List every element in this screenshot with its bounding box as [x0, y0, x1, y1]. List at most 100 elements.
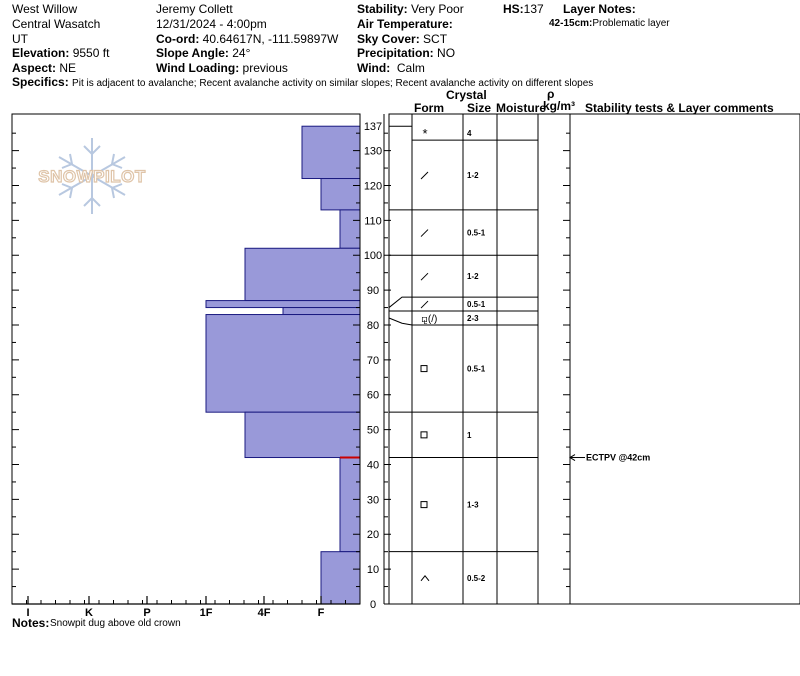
layer-size-label: 0.5-1: [467, 300, 486, 309]
density-unit-header: kg/m³: [543, 99, 576, 113]
wind-row: Wind: Calm: [357, 61, 425, 75]
slope-label: Slope Angle:: [156, 46, 229, 60]
specifics-row: Specifics: Pit is adjacent to avalanche;…: [12, 75, 593, 90]
hs-row: HS:137: [503, 2, 544, 16]
layer-size-label: 0.5-1: [467, 229, 486, 238]
sky-cover-label: Sky Cover:: [357, 32, 420, 46]
faceted-rounded-icon: [420, 272, 429, 281]
wind-value: Calm: [396, 61, 425, 75]
hardness-bar: [301, 125, 361, 180]
layer-note-text: Problematic layer: [592, 18, 670, 29]
stability-tests-header: Stability tests & Layer comments: [585, 101, 774, 115]
wind-label: Wind:: [357, 61, 391, 75]
hs-value: 137: [523, 2, 544, 16]
stability-value: Very Poor: [411, 2, 464, 16]
y-tick-label: 90: [367, 285, 379, 297]
y-tick-label: 10: [367, 564, 379, 576]
hardness-bar: [205, 300, 361, 309]
faceted-crystal-icon: [420, 365, 428, 373]
coord-value: 40.64617N, -111.59897W: [202, 32, 339, 46]
sky-cover-value: SCT: [423, 32, 448, 46]
hs-label: HS:: [503, 2, 524, 16]
faceted-crystal-icon: [420, 501, 428, 509]
layer-note-range: 42-15cm:: [549, 18, 593, 29]
y-tick-label: 60: [367, 390, 379, 402]
moisture-header: Moisture: [496, 101, 547, 115]
surface-hoar-icon: ⚼(/): [421, 314, 437, 325]
elevation-label: Elevation:: [12, 46, 70, 60]
x-tick-label: 4F: [258, 607, 271, 619]
coord-label: Co-ord:: [156, 32, 200, 46]
observation-datetime: 12/31/2024 - 4:00pm: [156, 17, 267, 31]
stability-test-label: ECTPV @42cm: [586, 453, 650, 463]
hardness-bar: [282, 307, 361, 316]
layer-table-frame: [388, 113, 800, 605]
y-tick-label: 30: [367, 494, 379, 506]
x-tick-label: 1F: [200, 607, 213, 619]
size-header: Size: [467, 101, 492, 115]
wind-loading-value: previous: [242, 61, 288, 75]
y-tick-label: 80: [367, 320, 379, 332]
notes-text: Snowpit dug above old crown: [50, 618, 181, 629]
layer-size-label: 1-2: [467, 171, 479, 180]
y-tick-label: 110: [364, 215, 382, 227]
layer-notes-label: Layer Notes:: [563, 2, 636, 16]
hardness-bar: [320, 551, 361, 605]
specifics-label: Specifics:: [12, 75, 69, 89]
y-tick-label: 40: [367, 459, 379, 471]
logo-text: SNOWPILOT: [38, 167, 146, 186]
layer-size-label: 1-3: [467, 501, 479, 510]
faceted-rounded-icon: [420, 229, 429, 237]
air-temperature-label: Air Temperature:: [357, 17, 453, 31]
layer-size-label: 1: [467, 431, 472, 440]
precipitation-row: Precipitation: NO: [357, 46, 455, 60]
hardness-bar: [244, 247, 361, 302]
hardness-bar: [339, 457, 361, 553]
snowflake-icon: [58, 138, 126, 214]
faceted-rounded-icon: [420, 300, 429, 309]
y-tick-label: 20: [367, 529, 379, 541]
stability-row: Stability: Very Poor: [357, 2, 464, 16]
layer-connector: [388, 317, 413, 326]
faceted-crystal-icon: [420, 431, 428, 439]
coord-row: Co-ord: 40.64617N, -111.59897W: [156, 32, 338, 46]
snowpilot-logo: SNOWPILOT: [38, 138, 146, 214]
arrow-head-icon: [569, 454, 576, 461]
layer-size-label: 1-2: [467, 272, 479, 281]
layer-size-label: 2-3: [467, 314, 479, 323]
range-name: Central Wasatch: [12, 17, 101, 31]
precipitation-value: NO: [437, 46, 456, 60]
y-tick-label: 120: [364, 180, 382, 192]
new-snow-icon: *: [422, 126, 427, 141]
layer-note: 42-15cm:Problematic layer: [549, 18, 670, 30]
slope-value: 24°: [232, 46, 251, 60]
y-tick-label: 50: [367, 425, 379, 437]
sky-cover-row: Sky Cover: SCT: [357, 32, 447, 46]
wind-loading-row: Wind Loading: previous: [156, 61, 288, 75]
wind-loading-label: Wind Loading:: [156, 61, 240, 75]
slope-row: Slope Angle: 24°: [156, 46, 250, 60]
state-name: UT: [12, 32, 28, 46]
y-tick-label: 137: [364, 121, 382, 133]
crystal-header: Crystal: [446, 88, 487, 102]
y-tick-label: 100: [364, 250, 382, 262]
hardness-plot-frame: [11, 113, 361, 605]
location-name: West Willow: [12, 2, 78, 16]
elevation-value: 9550 ft: [72, 46, 110, 60]
x-tick-label: F: [318, 607, 325, 619]
y-tick-label: 70: [367, 355, 379, 367]
y-tick-label: 0: [370, 599, 376, 611]
hardness-bar: [205, 314, 361, 413]
aspect-label: Aspect:: [12, 61, 57, 75]
stability-label: Stability:: [357, 2, 408, 16]
faceted-rounded-icon: [420, 171, 429, 180]
layer-size-label: 4: [467, 129, 472, 138]
density-rho-header: ρ: [547, 87, 555, 101]
hardness-bar: [244, 411, 361, 459]
form-header: Form: [414, 101, 444, 115]
aspect-value: NE: [59, 61, 77, 75]
observer-name: Jeremy Collett: [156, 2, 233, 16]
elevation-row: Elevation: 9550 ft: [12, 46, 109, 60]
layer-size-label: 0.5-2: [467, 574, 486, 583]
specifics-text: Pit is adjacent to avalanche; Recent ava…: [72, 78, 594, 89]
